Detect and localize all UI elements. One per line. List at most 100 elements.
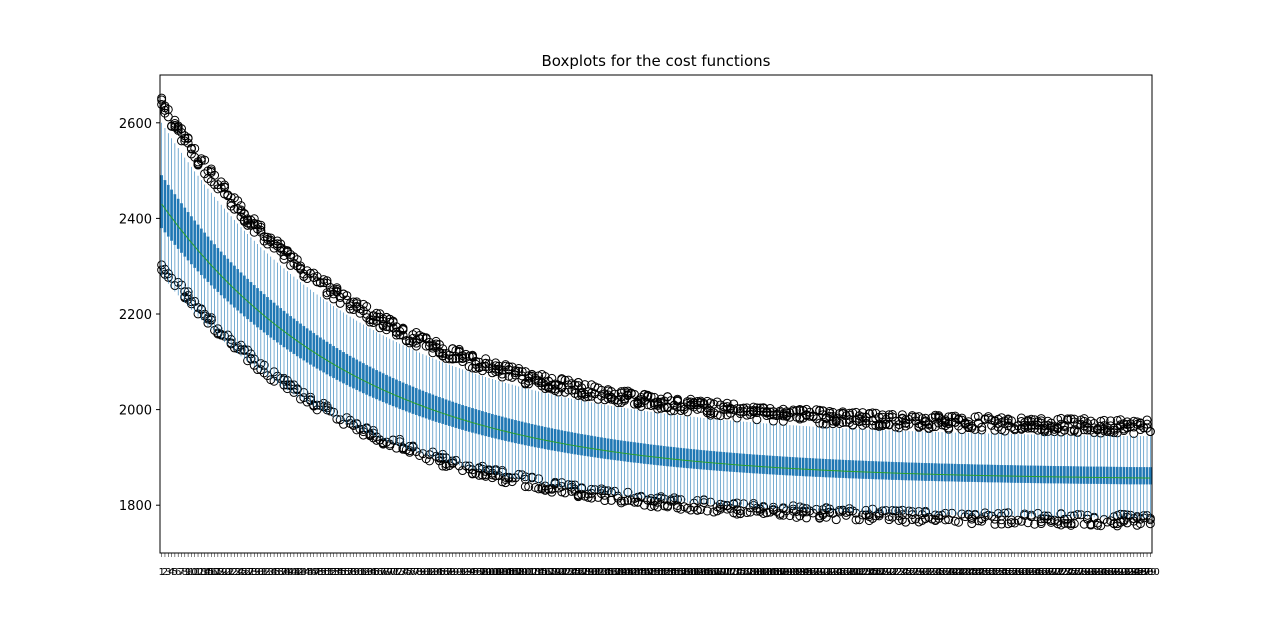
y-axis-ticks: 1800 2000 2200 2400 2600 — [119, 117, 160, 514]
x-tick-label: 183 — [754, 567, 773, 578]
box — [533, 424, 537, 448]
box — [983, 464, 987, 483]
box — [537, 425, 540, 448]
x-tick-label: 271 — [1045, 567, 1064, 578]
box — [279, 308, 283, 345]
x-axis-ticks: 1234567891011121314151617181920212223242… — [158, 553, 1160, 578]
x-tick-label: 113 — [522, 567, 541, 578]
box — [854, 460, 858, 479]
x-tick-label: 265 — [1025, 567, 1044, 578]
y-tick-label: 1800 — [119, 499, 152, 514]
outlier-high — [372, 312, 382, 322]
box — [725, 452, 729, 472]
box — [190, 216, 193, 265]
x-tick-label: 215 — [860, 567, 879, 578]
x-tick-label: 262 — [1015, 567, 1034, 578]
box — [530, 424, 534, 447]
outlier-high — [788, 405, 798, 415]
x-tick-label: 166 — [698, 567, 717, 578]
x-tick-label: 15 — [202, 567, 215, 578]
box — [259, 291, 263, 330]
x-tick-label: 100 — [479, 567, 498, 578]
box — [947, 463, 950, 482]
box — [160, 175, 163, 229]
box — [861, 460, 864, 479]
box — [1059, 466, 1063, 484]
box — [1013, 465, 1017, 483]
x-tick-label: 49 — [314, 567, 327, 578]
box — [216, 247, 220, 292]
x-tick-label: 137 — [602, 567, 621, 578]
box — [454, 402, 458, 428]
x-tick-label: 160 — [678, 567, 697, 578]
outlier-high — [514, 366, 524, 376]
x-tick-label: 221 — [880, 567, 899, 578]
box — [1066, 466, 1069, 484]
x-tick-label: 114 — [526, 567, 545, 578]
box — [755, 454, 759, 474]
x-tick-label: 95 — [466, 567, 479, 578]
x-tick-label: 71 — [387, 567, 400, 578]
x-tick-label: 22 — [225, 567, 238, 578]
outlier-high — [782, 411, 792, 421]
x-tick-label: 120 — [546, 567, 565, 578]
x-tick-label: 222 — [883, 567, 902, 578]
box — [864, 460, 868, 479]
x-tick-label: 96 — [469, 567, 482, 578]
x-tick-label: 147 — [635, 567, 654, 578]
outlier-high — [411, 341, 421, 351]
outlier-high — [448, 354, 458, 364]
x-tick-label: 261 — [1012, 567, 1031, 578]
x-tick-label: 63 — [360, 567, 373, 578]
x-tick-label: 26 — [238, 567, 251, 578]
box — [1000, 464, 1003, 483]
x-tick-label: 60 — [350, 567, 363, 578]
x-tick-label: 136 — [599, 567, 618, 578]
outlier-high — [1059, 425, 1069, 435]
outlier-high — [332, 287, 342, 297]
box — [590, 435, 593, 457]
x-tick-label: 8 — [182, 567, 188, 578]
x-tick-label: 145 — [628, 567, 647, 578]
box — [1006, 465, 1010, 483]
x-tick-label: 129 — [575, 567, 594, 578]
box — [312, 332, 316, 367]
outlier-low — [732, 509, 742, 519]
box — [930, 463, 934, 481]
box — [560, 430, 564, 453]
outlier-high — [183, 133, 193, 143]
x-tick-label: 124 — [559, 567, 578, 578]
x-tick-label: 188 — [770, 567, 789, 578]
box — [672, 447, 676, 467]
outlier-low — [742, 508, 752, 518]
box — [540, 426, 544, 449]
outlier-high — [157, 95, 167, 105]
box — [365, 364, 368, 395]
box — [226, 258, 230, 302]
box — [325, 341, 329, 375]
x-tick-label: 238 — [936, 567, 955, 578]
box — [223, 255, 226, 299]
box — [993, 464, 997, 483]
x-tick-label: 158 — [671, 567, 690, 578]
box — [474, 409, 478, 434]
box — [781, 456, 785, 476]
box — [1069, 466, 1073, 484]
x-tick-label: 62 — [357, 567, 370, 578]
x-tick-label: 57 — [340, 567, 353, 578]
box — [848, 460, 851, 479]
plot-frame — [159, 74, 1153, 554]
x-tick-label: 173 — [721, 567, 740, 578]
x-tick-label: 213 — [853, 567, 872, 578]
box — [1115, 466, 1119, 485]
x-tick-label: 59 — [347, 567, 360, 578]
x-tick-label: 171 — [714, 567, 733, 578]
x-tick-label: 19 — [215, 567, 228, 578]
box — [649, 444, 653, 465]
box — [646, 444, 650, 465]
box — [1079, 466, 1083, 484]
box — [487, 413, 491, 437]
outlier-low — [1006, 518, 1016, 528]
box — [451, 401, 454, 427]
outlier-low — [954, 517, 964, 527]
